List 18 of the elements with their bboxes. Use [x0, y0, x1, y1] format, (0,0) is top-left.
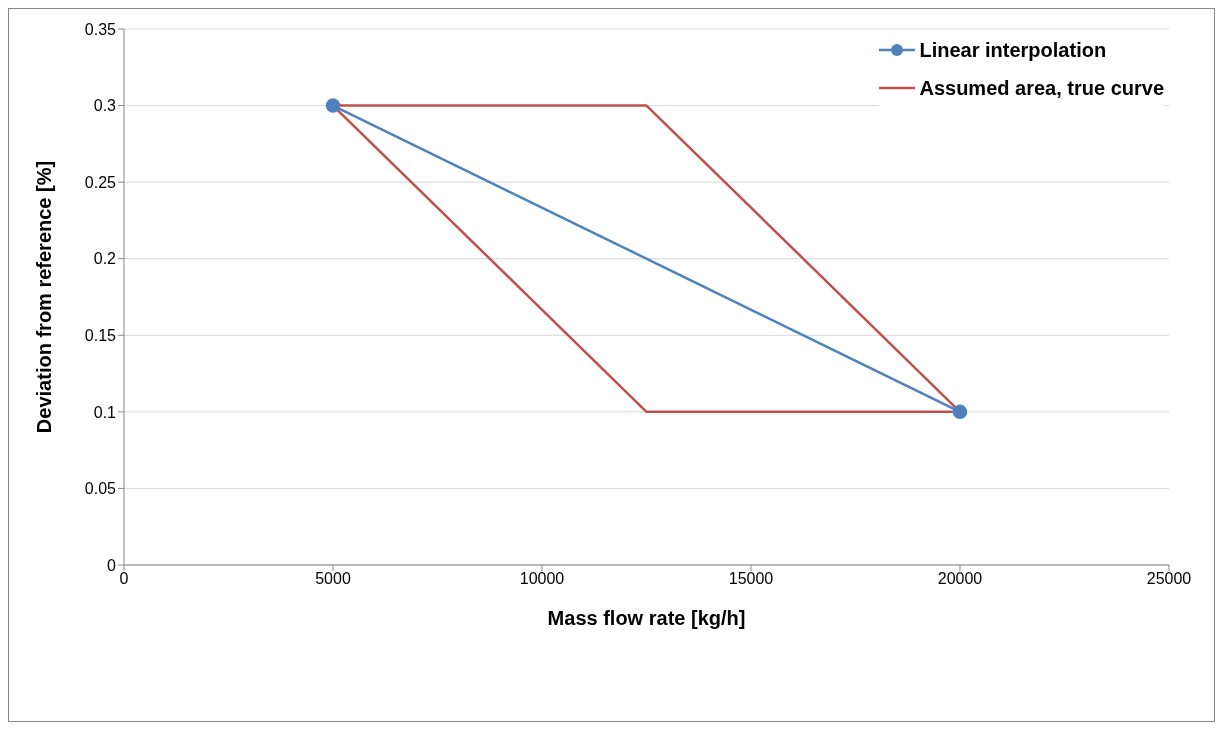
x-tick-label: 10000 — [519, 570, 565, 588]
y-tick-label: 0.2 — [93, 250, 117, 268]
x-tick-label: 0 — [119, 570, 129, 588]
y-tick-label: 0.05 — [84, 480, 117, 498]
y-axis-title: Deviation from reference [%] — [33, 160, 56, 434]
x-tick-label: 15000 — [728, 570, 774, 588]
y-tick-label: 0 — [107, 556, 117, 574]
x-axis-title: Mass flow rate [kg/h] — [547, 607, 746, 629]
legend-label: Linear interpolation — [919, 38, 1107, 62]
legend-label: Assumed area, true curve — [919, 76, 1164, 100]
y-tick-label: 0.3 — [93, 97, 117, 115]
x-tick-label: 5000 — [315, 570, 351, 588]
y-tick-label: 0.1 — [93, 403, 117, 421]
y-tick-label: 0.25 — [84, 173, 117, 191]
x-tick-label: 20000 — [937, 570, 983, 588]
x-tick-label: 25000 — [1146, 570, 1192, 588]
y-tick-label: 0.35 — [84, 20, 117, 38]
y-tick-label: 0.15 — [84, 326, 117, 344]
